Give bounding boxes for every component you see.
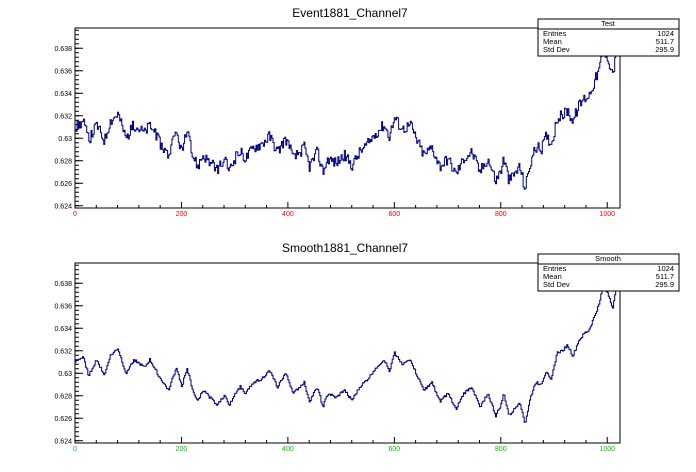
stats-label-mean: Mean — [543, 272, 562, 281]
y-tick-label: 0.634 — [54, 91, 72, 98]
x-axis: 0 200 400 600 800 1000 — [73, 437, 615, 453]
y-tick-label: 0.626 — [54, 416, 72, 423]
stats-box-title: Test — [601, 19, 616, 28]
x-tick-label: 400 — [282, 211, 294, 218]
stats-box-frame — [537, 18, 680, 57]
stats-box: Smooth Entries 1024 Mean 511.7 Std Dev 2… — [537, 253, 680, 292]
stats-value-stddev: 295.9 — [655, 45, 674, 54]
stats-value-mean: 511.7 — [656, 272, 674, 281]
stats-label-stddev: Std Dev — [543, 280, 570, 289]
y-tick-label: 0.624 — [54, 438, 72, 445]
x-tick-label: 600 — [388, 446, 400, 453]
plot-frame — [74, 262, 621, 444]
stats-label-stddev: Std Dev — [543, 45, 570, 54]
x-tick-label: 1000 — [599, 211, 615, 218]
x-tick-label: 200 — [176, 446, 188, 453]
stats-value-entries: 1024 — [657, 29, 674, 38]
stats-label-entries: Entries — [543, 264, 567, 273]
y-tick-label: 0.63 — [58, 136, 72, 143]
y-tick-label: 0.638 — [54, 46, 72, 53]
chart-title: Smooth1881_Channel7 — [282, 241, 408, 255]
x-tick-label: 600 — [388, 211, 400, 218]
y-tick-label: 0.628 — [54, 393, 72, 400]
plot-frame — [74, 27, 621, 209]
y-tick-label: 0.632 — [54, 113, 72, 120]
y-tick-label: 0.628 — [54, 158, 72, 165]
chart-panel-smooth: Smooth1881_Channel7 0 200 400 600 800 1000 0.… — [54, 241, 680, 453]
y-tick-label: 0.63 — [58, 371, 72, 378]
stats-box-title: Smooth — [595, 254, 621, 263]
y-axis: 0.624 0.626 0.628 0.63 0.632 0.634 0.636 0.638 — [54, 264, 83, 445]
x-axis: 0 200 400 600 800 1000 — [73, 202, 615, 218]
stats-box-frame — [537, 253, 680, 292]
stats-label-entries: Entries — [543, 29, 567, 38]
y-tick-label: 0.626 — [54, 181, 72, 188]
y-axis: 0.624 0.626 0.628 0.63 0.632 0.634 0.636 0.638 — [54, 29, 83, 210]
chart-panel-event: Event1881_Channel7 0 200 400 600 800 1000 0.6… — [54, 6, 680, 218]
stats-value-stddev: 295.9 — [655, 280, 674, 289]
x-tick-label: 800 — [495, 211, 507, 218]
stats-value-mean: 511.7 — [656, 37, 674, 46]
stats-label-mean: Mean — [543, 37, 562, 46]
x-tick-label: 0 — [73, 211, 77, 218]
stats-value-entries: 1024 — [657, 264, 674, 273]
chart-title: Event1881_Channel7 — [292, 6, 408, 20]
x-tick-label: 200 — [176, 211, 188, 218]
series-line — [75, 43, 619, 190]
series-line — [75, 278, 619, 423]
x-tick-label: 1000 — [599, 446, 615, 453]
y-tick-label: 0.636 — [54, 303, 72, 310]
x-tick-label: 800 — [495, 446, 507, 453]
y-tick-label: 0.638 — [54, 281, 72, 288]
y-tick-label: 0.636 — [54, 68, 72, 75]
x-tick-label: 400 — [282, 446, 294, 453]
y-tick-label: 0.632 — [54, 348, 72, 355]
y-tick-label: 0.624 — [54, 203, 72, 210]
x-tick-label: 0 — [73, 446, 77, 453]
y-tick-label: 0.634 — [54, 326, 72, 333]
stats-box: Test Entries 1024 Mean 511.7 Std Dev 295… — [537, 18, 680, 57]
